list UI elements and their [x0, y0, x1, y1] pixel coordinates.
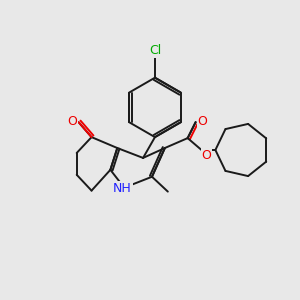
Text: O: O — [67, 115, 77, 128]
Text: O: O — [198, 115, 207, 128]
Text: Cl: Cl — [149, 44, 161, 57]
Text: O: O — [202, 149, 212, 162]
Text: NH: NH — [113, 182, 132, 195]
